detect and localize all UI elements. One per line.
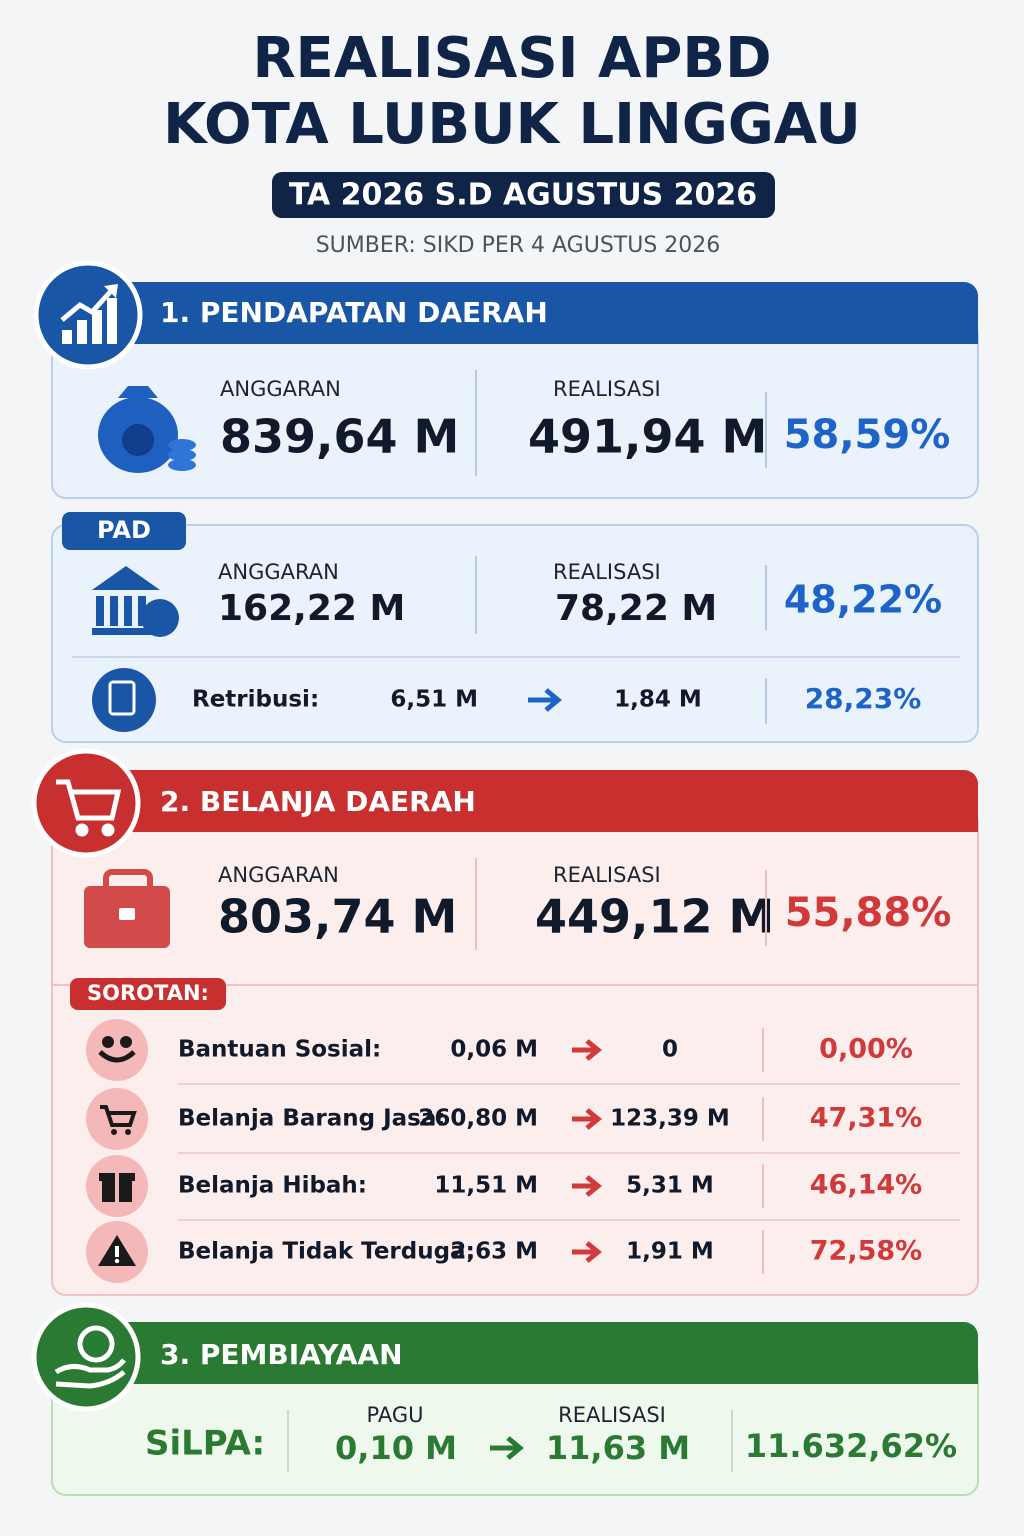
value: 11,63 M (546, 1429, 690, 1467)
period-pill (272, 172, 775, 218)
percentage: 48,22% (784, 578, 942, 622)
hand-coin-icon (54, 1325, 126, 1389)
row-value: 5,31 M (626, 1173, 714, 1199)
row-value: 260,80 M (418, 1106, 538, 1132)
percentage: 46,14% (810, 1170, 922, 1201)
section-title: 3. PEMBIAYAAN (160, 1338, 403, 1371)
icon-glyph (114, 1258, 120, 1264)
arrow (572, 1108, 602, 1130)
retribusi-icon (92, 668, 156, 732)
icon-glyph (115, 1246, 119, 1257)
title-line: REALISASI APBD (252, 26, 771, 91)
icon-glyph (111, 1129, 117, 1135)
value: 839,64 M (220, 410, 459, 464)
label: REALISASI (553, 560, 661, 584)
label: ANGGARAN (220, 377, 341, 401)
percentage: 11.632,62% (745, 1427, 957, 1465)
arrow (528, 688, 562, 712)
value: 449,12 M (535, 890, 774, 944)
row-label: Retribusi: (192, 687, 319, 713)
value: 162,22 M (218, 588, 405, 629)
section-icon (33, 260, 143, 370)
value: 78,22 M (555, 588, 717, 629)
row-value: 0,06 M (450, 1037, 538, 1063)
percentage: 28,23% (805, 682, 922, 715)
period: TA 2026 S.D AGUSTUS 2026 (289, 178, 757, 213)
pad-box (51, 524, 979, 743)
row-value: 1,91 M (626, 1239, 714, 1265)
cart-icon (56, 779, 122, 837)
row-value: 0 (662, 1037, 678, 1063)
icon-glyph (125, 1129, 131, 1135)
arrow (572, 1039, 602, 1061)
silpa-label: SiLPA: (145, 1424, 265, 1464)
icon-glyph (120, 1036, 132, 1048)
percentage: 72,58% (810, 1236, 922, 1267)
bank-icon (92, 566, 179, 637)
row-value: 6,51 M (390, 687, 478, 713)
row-value: 123,39 M (610, 1106, 730, 1132)
sorotan-tag (70, 978, 226, 1010)
row-value: 11,51 M (434, 1173, 538, 1199)
percentage: 58,59% (784, 412, 951, 458)
row-icon (86, 1088, 148, 1150)
pad-tag (62, 512, 186, 550)
section-title: 1. PENDAPATAN DAERAH (160, 296, 548, 329)
row-label: Belanja Tidak Terduga: (178, 1239, 475, 1265)
money-bag-icon (98, 386, 196, 473)
row-label: Belanja Hibah: (178, 1173, 367, 1199)
title-line: KOTA LUBUK LINGGAU (163, 92, 861, 157)
arrow (490, 1436, 524, 1460)
icon-glyph (98, 1050, 136, 1063)
percentage: 0,00% (819, 1034, 913, 1065)
section-title: 2. BELANJA DAERAH (160, 785, 476, 818)
percentage: 47,31% (810, 1103, 922, 1134)
row-icon (86, 1019, 148, 1081)
label: REALISASI (553, 377, 661, 401)
row-value: 2,63 M (450, 1239, 538, 1265)
row-label: Bantuan Sosial: (178, 1037, 381, 1063)
tag: SOROTAN: (87, 981, 209, 1005)
label: REALISASI (553, 863, 661, 887)
icon-glyph (115, 1173, 119, 1202)
section-header (52, 1352, 978, 1384)
arrow (572, 1241, 602, 1263)
arrow (572, 1175, 602, 1197)
label: ANGGARAN (218, 863, 339, 887)
tag: PAD (97, 516, 151, 544)
value: 491,94 M (528, 410, 767, 464)
label: PAGU (367, 1403, 424, 1427)
section-header (52, 800, 978, 832)
briefcase-icon (84, 869, 170, 948)
row-label: Belanja Barang Jasa: (178, 1106, 446, 1132)
section-header (52, 312, 978, 344)
label: REALISASI (558, 1403, 666, 1427)
section-icon (31, 748, 141, 858)
source: SUMBER: SIKD PER 4 AGUSTUS 2026 (316, 233, 721, 258)
value: 803,74 M (218, 890, 457, 944)
row-value: 1,84 M (614, 687, 702, 713)
retribusi-icon (108, 680, 136, 716)
icon-glyph (102, 1036, 114, 1048)
label: ANGGARAN (218, 560, 339, 584)
value: 0,10 M (335, 1429, 457, 1467)
chart-icon (60, 284, 118, 344)
section-body (51, 319, 979, 499)
percentage: 55,88% (785, 890, 952, 936)
highlight-rows: Bantuan Sosial: 0,06 M 0 0,00% Belanja Baran… (86, 1019, 960, 1283)
icon-glyph (100, 1105, 137, 1127)
